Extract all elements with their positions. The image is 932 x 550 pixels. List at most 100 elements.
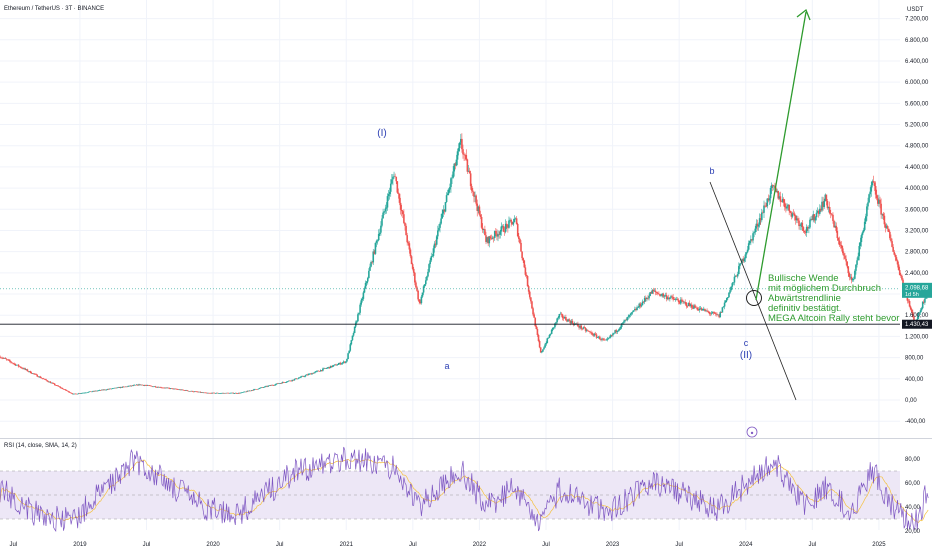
candle-body (826, 201, 829, 209)
candle-body (369, 266, 371, 271)
candle-body (649, 292, 651, 296)
time-axis[interactable]: Jul 2019 Jul 2020 Jul 2021 Jul 2022 Jul 2023 Jul 20… (9, 542, 886, 548)
candle-body (663, 295, 666, 297)
candle-body (50, 382, 53, 384)
candle-body (296, 378, 299, 380)
candle-body (196, 391, 198, 393)
annotation-line-2: mit möglichem Durchbruch (768, 283, 881, 294)
candle-body (624, 319, 626, 322)
candle-body (518, 236, 520, 239)
candle-body (168, 388, 171, 389)
candle-body (271, 385, 274, 386)
candle-body (655, 292, 658, 294)
candle-body (717, 314, 719, 316)
candle-body (410, 256, 413, 265)
candle-body (144, 385, 147, 386)
candle-body (424, 280, 427, 285)
candle-body (820, 208, 822, 211)
candle-body (501, 226, 504, 227)
candle-body (790, 212, 793, 217)
price-tick-label: 5.600,00 (905, 101, 929, 107)
candle-body (779, 196, 782, 202)
candle-body (489, 236, 492, 239)
candle-body (823, 201, 825, 207)
price-axis[interactable]: 7.200,00 6.800,00 6.400,00 6.000,00 5.600,00… (905, 17, 929, 426)
candle-body (868, 194, 870, 203)
candle-body (558, 314, 561, 318)
candle-body (231, 392, 233, 394)
candle-body (422, 286, 425, 293)
candle-body (383, 211, 385, 213)
candle-body (132, 385, 135, 386)
candle-body (886, 226, 889, 229)
rsi-title: RSI (14, close, SMA, 14, 2) (4, 443, 77, 449)
candle-body (310, 373, 312, 375)
candle-body (813, 214, 816, 221)
candle-body (701, 308, 704, 311)
candle-body (398, 193, 401, 203)
candle-body (394, 176, 396, 178)
candle-body (282, 382, 285, 383)
candle-body (387, 194, 390, 197)
candle-body (340, 363, 343, 365)
candle-body (521, 251, 523, 259)
candle-body (812, 214, 815, 220)
candle-body (716, 313, 718, 315)
candle-body (588, 330, 590, 332)
candle-body (900, 274, 902, 276)
candle-body (79, 393, 81, 394)
candle-body (351, 335, 354, 341)
candle-body (283, 382, 286, 383)
candle-body (490, 238, 493, 239)
candle-body (14, 363, 17, 366)
candle-body (194, 391, 196, 393)
candle-body (918, 312, 921, 314)
candle-body (438, 227, 440, 231)
candle-body (98, 390, 101, 391)
candle-body (146, 385, 149, 386)
candle-body (673, 298, 676, 300)
candle-body (917, 313, 920, 319)
candle-body (412, 268, 415, 273)
projection-arrow-line[interactable] (755, 11, 807, 301)
candle-body (464, 154, 466, 156)
candle-body (212, 392, 215, 394)
candle-body (36, 374, 39, 377)
candle-body (637, 307, 639, 308)
candle-body (39, 376, 42, 378)
candle-body (495, 231, 497, 234)
candle-body (463, 154, 465, 155)
candle-body (493, 231, 496, 238)
grid (0, 0, 900, 530)
support-price-tag (902, 319, 932, 329)
candle-body (381, 218, 383, 226)
candle-body (173, 388, 175, 390)
candle-body (73, 393, 76, 395)
candle-body (769, 187, 772, 199)
rsi-tick-label: 80,00 (905, 457, 921, 463)
candle-body (87, 391, 90, 393)
candle-body (64, 389, 67, 391)
candle-body (172, 388, 174, 390)
candle-body (325, 368, 327, 369)
candle-body (63, 389, 66, 390)
candle-body (924, 298, 926, 303)
candle-body (440, 218, 442, 224)
candle-body (293, 379, 296, 381)
candle-body (580, 325, 583, 329)
candle-body (842, 248, 844, 254)
rsi-axis[interactable]: 80,00 60,00 40,00 20,00 (905, 457, 921, 535)
candle-body (547, 337, 550, 339)
candles (0, 133, 929, 395)
event-marker[interactable] (746, 426, 758, 438)
candle-body (346, 359, 348, 362)
candle-body (21, 367, 23, 369)
candle-body (683, 301, 685, 303)
candle-body (629, 313, 632, 316)
breakout-circle[interactable] (746, 290, 762, 306)
candle-body (356, 321, 358, 323)
candle-body (854, 270, 856, 279)
candle-body (431, 256, 434, 257)
